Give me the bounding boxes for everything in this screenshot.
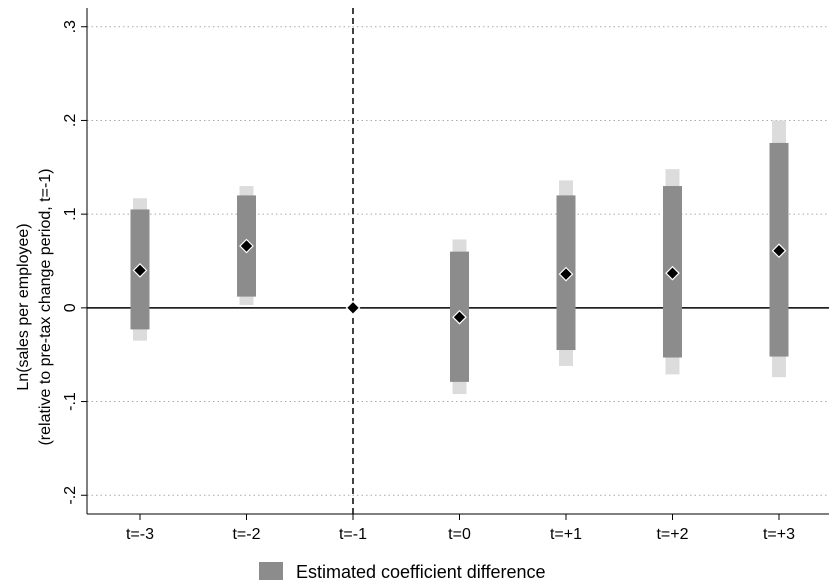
y-axis-title-line2: (relative to pre-tax change period, t=-1… [37,168,54,445]
estimate-marker [452,309,467,325]
y-axis-title-line1: Ln(sales per employee) [15,223,32,390]
y-tick-label: .1 [62,207,79,220]
x-tick-label: t=-3 [126,526,154,543]
legend-label: Estimated coefficient difference [296,562,545,582]
y-tick-label: -.1 [62,392,79,411]
x-tick-label: t=-1 [339,526,367,543]
x-tick-labels: t=-3 t=-2 t=-1 t=0 t=+1 t=+2 t=+3 [126,526,795,543]
x-tick-label: t=+3 [763,526,795,543]
x-tick-label: t=-2 [232,526,260,543]
y-tick-label: 0 [62,303,79,312]
estimate-marker [771,243,787,259]
estimate-marker [345,300,361,316]
x-tick-label: t=+1 [550,526,582,543]
estimate-marker [665,265,680,281]
legend-swatch [259,562,283,580]
x-tick-label: t=0 [448,526,471,543]
estimate-marker [239,238,254,254]
confidence-bars [130,120,789,395]
point-estimates [132,238,787,325]
legend: Estimated coefficient difference [259,562,545,582]
axes [81,8,829,520]
y-tick-label: .3 [62,20,79,33]
estimate-marker [132,263,148,278]
y-tick-label: .2 [62,114,79,127]
y-tick-label: -.2 [62,486,79,505]
y-tick-labels: -.2 -.1 0 .1 .2 .3 [62,20,79,505]
estimate-marker [558,266,574,282]
x-tick-label: t=+2 [656,526,688,543]
